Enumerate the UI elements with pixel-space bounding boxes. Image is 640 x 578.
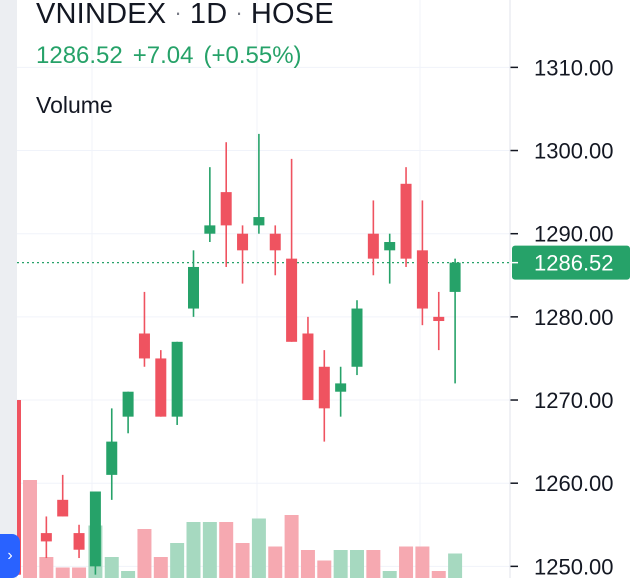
volume-bar [186, 522, 201, 578]
candle-body [40, 533, 52, 542]
title-separator: · [174, 0, 182, 25]
candle-body [106, 441, 118, 475]
candle-body [318, 366, 330, 409]
candle-body [17, 400, 21, 575]
volume-bar [170, 543, 185, 578]
chart-title: VNINDEX · 1D · HOSE [36, 0, 334, 31]
candle-body [384, 242, 396, 251]
candle-body [351, 308, 363, 367]
volume-bar [366, 550, 381, 578]
volume-bar [104, 557, 119, 578]
candle-body [269, 233, 281, 251]
volume-bar [333, 550, 348, 578]
candle-body [400, 183, 412, 259]
volume-bar [55, 567, 70, 578]
volume-bar [219, 522, 234, 578]
y-axis-tick-label: 1280.00 [534, 305, 614, 330]
candle-body [171, 341, 183, 417]
candle-body [220, 192, 232, 226]
volume-legend-label[interactable]: Volume [36, 92, 113, 118]
candle-body [188, 266, 199, 309]
title-separator: · [235, 0, 243, 25]
volume-bar [23, 480, 37, 578]
last-price: 1286.52 [36, 42, 123, 69]
volume-bar [137, 529, 152, 578]
volume-bar [382, 571, 397, 578]
volume-bar [72, 567, 87, 578]
volume-bar [39, 557, 54, 578]
candle-body [367, 233, 379, 259]
volume-bar [300, 550, 315, 578]
candle-body [433, 316, 445, 322]
volume-bar [431, 571, 446, 578]
last-price-badge-label: 1286.52 [534, 251, 614, 276]
y-axis-tick-label: 1260.00 [534, 471, 614, 496]
volume-bar [121, 571, 136, 578]
left-panel-strip [0, 0, 17, 578]
volume-bar [251, 518, 266, 578]
candle-body [253, 217, 265, 226]
expand-panel-button[interactable]: › [0, 534, 20, 578]
volume-bar [202, 522, 217, 578]
candle-body [57, 499, 69, 517]
volume-bar [350, 550, 364, 578]
exchange-label: HOSE [250, 0, 334, 30]
y-axis-tick-label: 1310.00 [534, 55, 614, 80]
candle-body [449, 262, 461, 292]
candle-body [237, 233, 249, 251]
candle-body [73, 533, 85, 550]
candle-body [286, 258, 298, 342]
volume-bar [153, 557, 168, 578]
interval-label[interactable]: 1D [189, 0, 228, 30]
candle-body [204, 225, 216, 234]
y-axis-tick-label: 1290.00 [534, 222, 614, 247]
candle-body [89, 491, 101, 567]
y-axis-tick-label: 1250.00 [534, 554, 614, 578]
candle-body [335, 383, 347, 392]
y-axis-tick-label: 1270.00 [534, 388, 614, 413]
quote-line: 1286.52 +7.04 (+0.55%) [36, 42, 312, 70]
candle-body [138, 333, 150, 359]
volume-bar [268, 546, 283, 578]
y-axis-tick-label: 1300.00 [534, 139, 614, 164]
volume-bar [235, 543, 250, 578]
volume-bar [448, 553, 463, 578]
volume-bar [415, 546, 430, 578]
candle-body [155, 358, 167, 417]
candle-body [302, 333, 314, 401]
volume-bar [399, 546, 414, 578]
volume-bar [284, 515, 299, 578]
price-change: +7.04 [132, 42, 194, 69]
symbol-name[interactable]: VNINDEX [36, 0, 167, 30]
price-change-percent: (+0.55%) [203, 42, 302, 69]
volume-bar [317, 560, 332, 578]
candle-body [122, 391, 134, 417]
candle-body [416, 250, 428, 309]
last-price-badge [512, 245, 630, 280]
